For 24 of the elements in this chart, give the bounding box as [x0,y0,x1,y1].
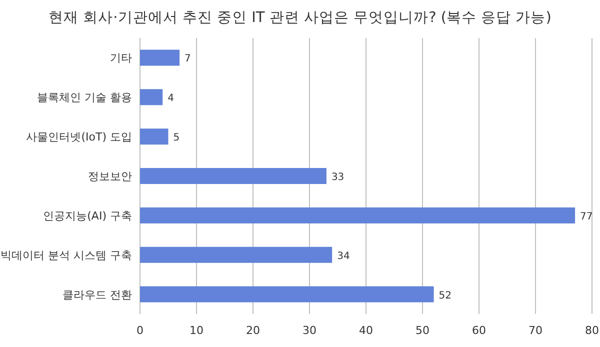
x-tick-label: 20 [246,324,260,337]
y-tick-label: 클라우드 전환 [62,288,132,302]
y-tick-label: 인공지능(AI) 구축 [43,209,132,222]
data-label: 52 [438,290,452,302]
data-label: 33 [331,172,344,183]
x-tick-label: 40 [359,324,373,337]
x-tick-label: 10 [190,324,204,337]
data-label: 7 [184,54,191,65]
x-tick-label: 60 [472,324,486,337]
y-tick-label: 사물인터넷(IoT) 도입 [26,130,132,144]
data-label: 34 [337,250,350,262]
data-label: 5 [173,132,180,144]
x-tick-label: 80 [585,324,599,337]
x-tick-label: 0 [136,324,144,337]
data-label: 4 [168,93,174,104]
y-tick-label: 블록체인 기술 활용 [37,91,132,104]
y-tick-label: 기타 [110,52,132,65]
x-tick-label: 70 [528,324,542,337]
chart-title: 현재 회사·기관에서 추진 중인 IT 관련 사업은 무엇입니까? (복수 응답 가능) [48,10,552,26]
x-tick-label: 50 [416,324,430,337]
y-tick-label: 정보보안 [88,170,132,183]
y-tick-label: 빅데이터 분석 시스템 구축 [0,248,132,262]
data-label: 77 [580,211,593,222]
x-tick-label: 30 [302,324,316,337]
